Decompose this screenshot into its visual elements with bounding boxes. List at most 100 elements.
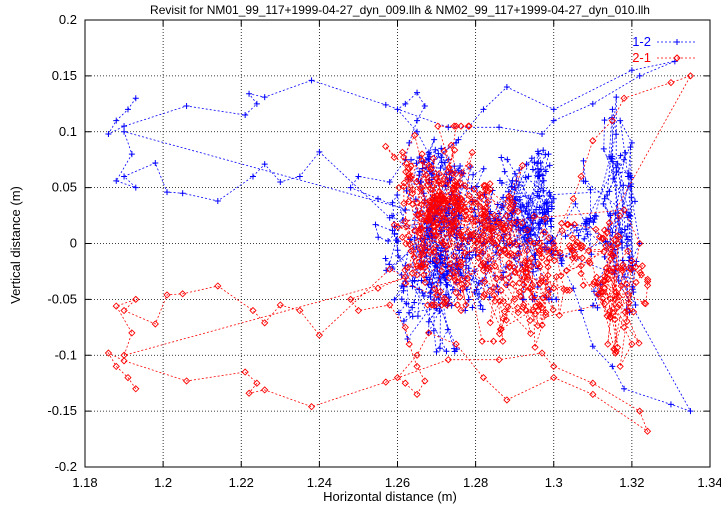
data-point: [466, 255, 473, 262]
data-point: [550, 239, 558, 248]
data-point: [406, 174, 415, 182]
data-point: [569, 195, 577, 203]
y-tick-label: -0.15: [47, 403, 77, 418]
data-point: [429, 245, 437, 253]
series-line: [107, 75, 692, 433]
series-layer: [104, 58, 695, 435]
data-point: [475, 280, 482, 287]
data-point: [422, 171, 430, 179]
data-point: [409, 277, 416, 284]
data-point: [562, 266, 571, 275]
data-point: [453, 195, 461, 203]
data-point: [418, 200, 426, 209]
data-point: [402, 168, 410, 176]
data-point: [479, 306, 486, 313]
data-point: [508, 183, 515, 190]
data-point: [584, 220, 591, 227]
chart-title: Revisit for NM01_99_117+1999-04-27_dyn_0…: [150, 3, 650, 17]
data-point: [429, 200, 438, 208]
data-point: [613, 131, 620, 138]
data-point: [446, 260, 454, 268]
data-point: [438, 190, 446, 198]
data-point: [446, 264, 454, 272]
data-point: [442, 276, 449, 283]
data-point: [538, 303, 546, 312]
data-point: [435, 178, 443, 186]
data-point: [433, 257, 441, 265]
data-point: [413, 244, 420, 251]
data-point: [495, 218, 503, 226]
data-point: [563, 220, 571, 229]
data-point: [606, 307, 614, 315]
data-point: [478, 210, 486, 218]
x-tick-label: 1.2: [154, 475, 172, 490]
data-point: [418, 157, 427, 165]
data-point: [535, 224, 542, 231]
y-tick-label: -0.2: [55, 459, 77, 474]
data-point: [478, 337, 486, 345]
data-point: [452, 122, 460, 130]
data-point: [518, 219, 526, 227]
data-point: [610, 175, 617, 182]
data-point: [434, 219, 442, 227]
data-point: [481, 277, 489, 286]
data-point: [395, 184, 403, 192]
data-point: [537, 159, 544, 166]
data-point: [512, 240, 520, 249]
data-point: [624, 290, 632, 298]
data-point: [520, 280, 528, 289]
data-point: [613, 94, 620, 101]
data-point: [453, 182, 461, 190]
data-point: [462, 301, 470, 309]
data-point: [578, 307, 585, 314]
data-point: [546, 189, 553, 196]
data-point: [132, 95, 139, 102]
data-point: [443, 301, 451, 309]
data-point: [439, 260, 446, 267]
data-point: [643, 427, 652, 435]
data-point: [124, 373, 132, 382]
data-point: [458, 275, 466, 284]
data-point: [504, 303, 512, 311]
data-point: [444, 281, 451, 288]
data-point: [523, 273, 532, 281]
data-point: [465, 192, 473, 200]
data-point: [440, 294, 449, 303]
data-point: [382, 378, 390, 386]
data-point: [385, 237, 392, 244]
ticks: 1.18 1.2 1.22 1.24 1.26 1.28 1.3 1.32 1.34 -0.2 -0…: [47, 12, 721, 490]
data-point: [404, 174, 412, 182]
x-tick-label: 1.32: [619, 475, 644, 490]
data-point: [539, 294, 547, 302]
data-point: [535, 168, 542, 175]
data-point: [505, 274, 513, 282]
data-point: [411, 299, 418, 306]
data-point: [600, 200, 607, 207]
data-point: [511, 170, 518, 177]
data-point: [536, 239, 544, 248]
data-point: [487, 263, 495, 272]
data-point: [515, 279, 524, 287]
data-point: [499, 337, 507, 345]
data-point: [481, 222, 490, 230]
data-point: [455, 228, 463, 236]
data-point: [113, 117, 120, 124]
data-point: [355, 173, 362, 180]
x-tick-label: 1.28: [463, 475, 488, 490]
data-point: [390, 153, 398, 161]
data-point: [509, 280, 517, 288]
data-point: [418, 277, 425, 284]
data-point: [531, 343, 539, 351]
data-point: [164, 189, 171, 196]
data-point: [528, 281, 537, 289]
data-point: [404, 335, 411, 342]
data-point: [506, 241, 514, 249]
data-point: [435, 208, 444, 216]
data-point: [456, 293, 464, 301]
data-point: [437, 180, 446, 188]
data-point: [386, 301, 394, 309]
data-point: [464, 236, 472, 244]
data-point: [253, 100, 260, 107]
data-point: [413, 390, 421, 398]
data-point: [382, 142, 390, 151]
